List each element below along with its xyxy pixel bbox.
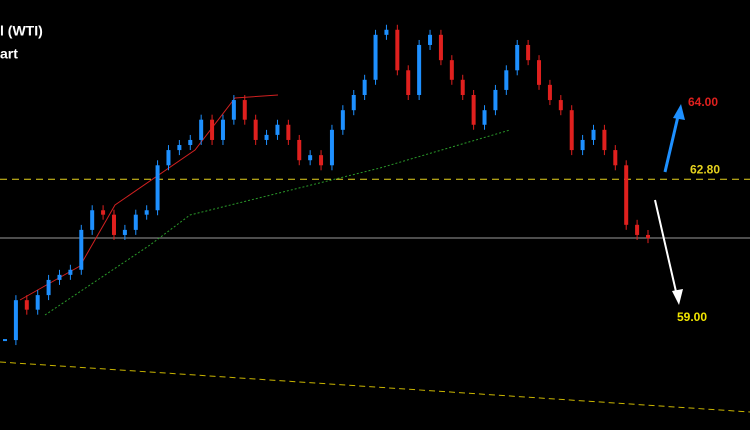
candle (177, 145, 182, 151)
candle (242, 100, 247, 120)
candle (526, 44, 531, 61)
candle (231, 100, 236, 120)
candle (537, 60, 542, 85)
candle (220, 119, 225, 140)
candle (264, 134, 269, 140)
chart-subtitle: art (0, 46, 18, 62)
candle (319, 155, 324, 166)
trend-support (44, 129, 511, 316)
candle (406, 70, 411, 95)
candle (547, 84, 552, 101)
candle (569, 110, 574, 151)
candle (395, 29, 400, 71)
candle (13, 300, 18, 341)
candle (482, 110, 487, 125)
candle (3, 339, 7, 342)
down-arrow-head (672, 289, 683, 305)
candle (166, 150, 171, 166)
candle (90, 210, 95, 230)
candle (101, 210, 106, 215)
candle (253, 119, 258, 140)
candle (57, 274, 62, 280)
candle (133, 214, 138, 230)
target-label: 64.00 (688, 95, 718, 109)
candle (24, 300, 29, 310)
candle (591, 129, 596, 140)
candle (111, 214, 116, 235)
candle (362, 79, 367, 95)
candle (493, 89, 498, 111)
candle (275, 124, 280, 135)
candle (340, 110, 345, 130)
candle (438, 34, 443, 61)
candle (515, 44, 520, 71)
candle (417, 44, 422, 95)
candle (46, 279, 51, 296)
down-arrow (654, 199, 678, 297)
candle (504, 70, 509, 90)
trend-line (0, 361, 750, 413)
candle (308, 155, 313, 161)
candle (428, 34, 433, 45)
candle (613, 150, 618, 166)
candle (68, 269, 73, 275)
candle (602, 129, 607, 151)
up-arrow-head (673, 104, 685, 120)
candle (351, 94, 356, 111)
candle (199, 119, 204, 140)
candle (35, 295, 40, 310)
candle (122, 229, 127, 235)
candle (373, 34, 378, 80)
candle (329, 129, 334, 166)
candle (449, 60, 454, 80)
candle (155, 165, 160, 211)
candle (79, 229, 84, 270)
candle (460, 79, 465, 95)
candle (286, 124, 291, 140)
candle (624, 165, 629, 225)
up-arrow (663, 111, 681, 173)
candle (144, 210, 149, 215)
candle (210, 119, 215, 140)
candle (635, 224, 640, 235)
candle (297, 139, 302, 161)
target-label: 59.00 (677, 310, 707, 324)
reference-label: 62.80 (690, 162, 720, 176)
chart-title: l (WTI) (0, 23, 43, 39)
candle (558, 100, 563, 111)
candle (580, 139, 585, 151)
candle (646, 234, 650, 239)
candle (471, 94, 476, 125)
candle (384, 29, 389, 35)
candle (188, 139, 193, 146)
